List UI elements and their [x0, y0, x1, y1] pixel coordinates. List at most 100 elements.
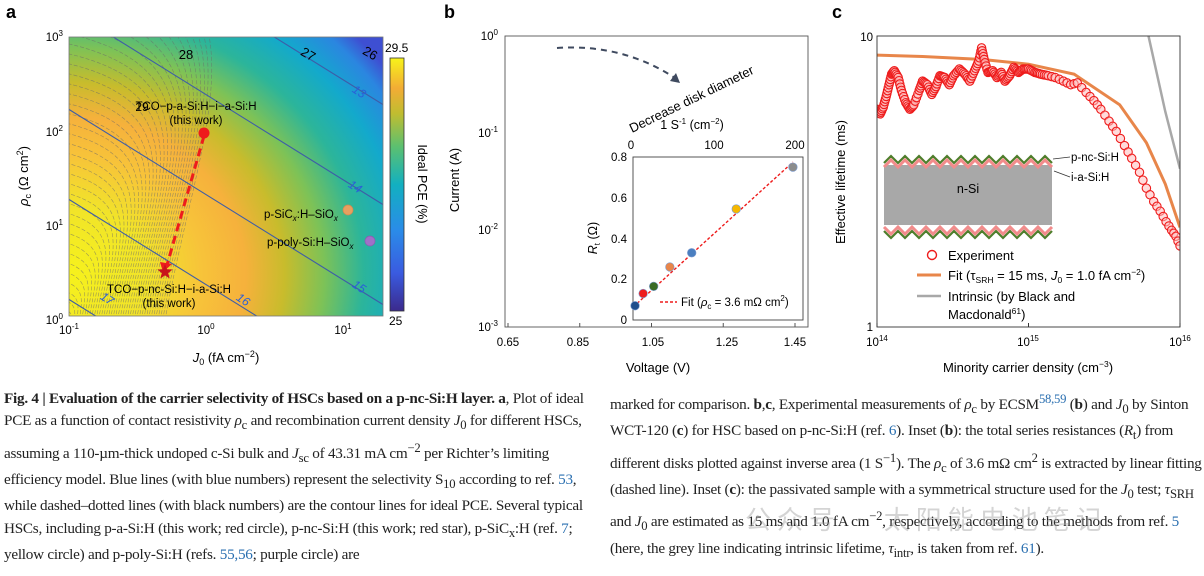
- pce-contour: [69, 243, 96, 316]
- experiment-point: [1175, 241, 1180, 251]
- inset-frame: [632, 156, 804, 321]
- ref-link-6[interactable]: 6: [888, 422, 897, 440]
- pce-contour: [148, 37, 187, 316]
- pce-contour: [69, 63, 161, 316]
- pce-contour-label: 29: [135, 100, 149, 114]
- pce-contour: [69, 83, 154, 316]
- selectivity-lines: [69, 37, 383, 316]
- ref-link-7[interactable]: 7: [561, 519, 569, 537]
- callout-line: [1052, 156, 1071, 160]
- panel-a-letter: a: [6, 2, 17, 22]
- point-label: TCO−p-a-Si:H−i−a-Si:H: [135, 101, 256, 113]
- point-p-sicx: [342, 204, 354, 216]
- inset-y-label: Rt (Ω): [586, 222, 602, 254]
- ref-link-58-59[interactable]: 58,59: [1038, 392, 1067, 406]
- pce-contour: [69, 153, 128, 316]
- rt-data-point: [665, 262, 675, 272]
- svg-text:200: 200: [785, 140, 804, 152]
- legend-experiment-marker: [926, 249, 938, 261]
- pce-contour: [69, 103, 147, 316]
- legend: Experiment Fit (τSRH = 15 ms, J0 = 1.0 f…: [917, 248, 1145, 322]
- panel-a: a 28 27 26 29 13 14 15 16 17 TCO−p-a-Si:…: [6, 2, 429, 367]
- svg-text:100: 100: [704, 140, 723, 152]
- point-sublabel: (this work): [169, 115, 222, 127]
- svg-text:100: 100: [46, 312, 64, 327]
- point-label: TCO−p-nc-Si:H−i-a-Si:H: [107, 284, 231, 296]
- caption-left: Fig. 4 | Evaluation of the carrier selec…: [4, 390, 584, 563]
- inset-rt-plot: 0.8 0.6 0.4 0.2 0 0 100 200 1 S-1 (cm−2)…: [586, 117, 805, 327]
- svg-text:100: 100: [481, 28, 499, 43]
- experiment-point: [1126, 153, 1137, 164]
- plot-frame: [68, 36, 384, 317]
- legend-intrinsic-label: Intrinsic (by Black and: [948, 289, 1075, 304]
- pce-contour: [156, 37, 198, 316]
- pce-contour: [130, 37, 180, 316]
- selectivity-line: [69, 198, 258, 316]
- svg-text:1015: 1015: [1017, 334, 1039, 349]
- plot-frame: [504, 35, 809, 328]
- pce-contour-label: 26: [360, 43, 380, 63]
- heatmap-area: [68, 36, 384, 317]
- colorbar-max: 29.5: [385, 41, 409, 55]
- svg-text:1: 1: [867, 322, 873, 334]
- pce-contour: [165, 37, 213, 316]
- inset-x-ticks: 0 100 200: [628, 140, 805, 152]
- ref-link-55-56[interactable]: 55,56: [219, 545, 253, 563]
- fit-line: [632, 161, 794, 308]
- pce-contour: [69, 123, 139, 316]
- experiment-point: [1115, 133, 1126, 144]
- svg-text:0.4: 0.4: [611, 234, 628, 246]
- figure-panels: a 28 27 26 29 13 14 15 16 17 TCO−p-a-Si:…: [6, 2, 1191, 375]
- pce-contour: [151, 37, 190, 316]
- y-axis-ticks: 10 1: [860, 32, 873, 334]
- rt-data-point: [630, 301, 640, 311]
- pce-contour: [69, 43, 168, 316]
- pce-contour: [163, 37, 209, 316]
- svg-text:101: 101: [46, 218, 64, 233]
- i-a-si-bottom-layer: [882, 224, 1054, 237]
- y-axis-label: Effective lifetime (ms): [833, 120, 848, 244]
- pce-contour: [69, 183, 118, 316]
- svg-text:0.8: 0.8: [611, 152, 627, 164]
- svg-text:10-3: 10-3: [478, 319, 498, 334]
- svg-text:101: 101: [334, 322, 352, 337]
- sample-structure-inset: n-Si p-nc-Si:H i-a-Si:H: [882, 152, 1119, 240]
- x-axis-ticks: 0.65 0.85 1.05 1.25 1.45: [497, 337, 806, 349]
- ref-link-5[interactable]: 5: [1171, 513, 1180, 531]
- ref-link-53[interactable]: 53: [558, 471, 573, 489]
- ref-link-61[interactable]: 61: [1020, 539, 1036, 557]
- pce-contour: [145, 37, 183, 316]
- selectivity-line: [112, 37, 383, 206]
- svg-text:1.45: 1.45: [784, 337, 806, 349]
- p-nc-si-bottom-layer: [883, 229, 1053, 240]
- pce-contour: [79, 37, 172, 316]
- svg-text:0.6: 0.6: [611, 193, 627, 205]
- rt-data-point: [788, 162, 798, 172]
- experiment-point: [1138, 175, 1148, 185]
- lifetime-plot: [877, 36, 1180, 251]
- inset-y-ticks: 0.8 0.6 0.4 0.2 0: [611, 152, 628, 327]
- pce-contour: [69, 273, 86, 316]
- svg-text:100: 100: [197, 322, 215, 337]
- pce-contour: [69, 263, 89, 316]
- experiment-point: [1111, 126, 1122, 137]
- pce-contour: [69, 223, 103, 316]
- svg-text:10-2: 10-2: [478, 222, 498, 237]
- pce-contour: [69, 173, 121, 316]
- colorbar-label: Ideal PCE (%): [415, 144, 429, 223]
- legend-fit-label: Fit (τSRH = 15 ms, J0 = 1.0 fA cm−2): [948, 267, 1145, 285]
- svg-text:0.65: 0.65: [497, 337, 519, 349]
- svg-text:1014: 1014: [866, 334, 888, 349]
- rt-data-point: [649, 281, 659, 291]
- legend-intrinsic-label-2: Macdonald61): [948, 306, 1025, 322]
- fit-legend-label: Fit (ρc = 3.6 mΩ cm2): [681, 294, 789, 311]
- improvement-arrow: [165, 135, 206, 266]
- n-si-bulk: [884, 165, 1052, 225]
- pce-contour: [69, 143, 132, 316]
- pce-contour: [69, 133, 136, 316]
- intrinsic-line: [1147, 36, 1180, 170]
- pce-contour: [69, 203, 110, 316]
- fit-line: [877, 53, 1180, 228]
- y-axis-label: ρc (Ω cm2): [15, 146, 33, 207]
- i-a-si-top-layer: [882, 157, 1054, 170]
